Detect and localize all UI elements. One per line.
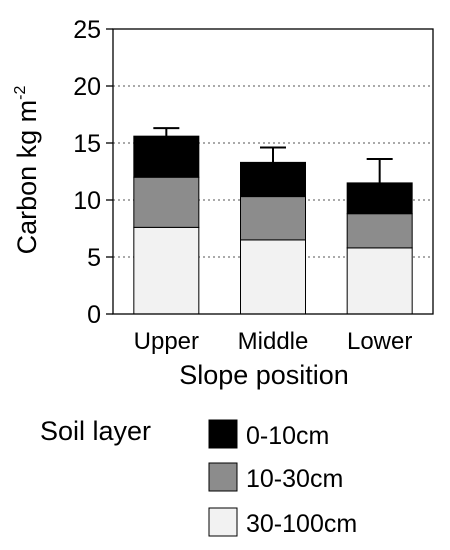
bar-lower-30-100cm xyxy=(346,247,413,315)
bar-upper-10-30cm xyxy=(133,176,200,228)
legend-swatch-10-30cm xyxy=(208,462,238,492)
error-bars xyxy=(153,127,393,183)
legend-label-30-100cm: 30-100cm xyxy=(246,510,357,538)
bar-middle-30-100cm xyxy=(240,239,306,315)
y-axis-label: Carbon kg m-2 xyxy=(12,86,42,255)
y-tick-label-5: 25 xyxy=(73,16,101,44)
legend: Soil layer 0-10cm 10-30cm 30-100cm xyxy=(40,416,357,538)
legend-swatch-30-100cm xyxy=(208,507,238,537)
legend-title: Soil layer xyxy=(40,416,151,446)
y-tick-label-1: 5 xyxy=(87,244,101,272)
y-tick-label-3: 15 xyxy=(73,130,101,158)
y-axis-label-text: Carbon kg m xyxy=(12,100,42,255)
x-axis-label: Slope position xyxy=(179,360,349,390)
legend-label-0-10cm: 0-10cm xyxy=(246,422,329,450)
bar-middle-0-10cm xyxy=(240,161,306,198)
y-tick-label-0: 0 xyxy=(87,301,101,329)
y-tick-label-4: 20 xyxy=(73,73,101,101)
bar-lower-10-30cm xyxy=(346,213,413,249)
x-axis-ticks: Upper Middle Lower xyxy=(134,328,413,355)
x-tick-label-middle: Middle xyxy=(238,328,309,355)
bar-middle-10-30cm xyxy=(240,196,306,241)
bar-lower-0-10cm xyxy=(346,182,413,215)
bar-upper-0-10cm xyxy=(133,135,200,178)
y-axis-ticks: 0 5 10 15 20 25 xyxy=(73,16,113,329)
bar-upper-30-100cm xyxy=(133,226,200,315)
plot-area-frame xyxy=(112,28,434,315)
y-axis-label-superscript: -2 xyxy=(12,86,29,100)
legend-label-10-30cm: 10-30cm xyxy=(246,465,343,493)
y-tick-label-2: 10 xyxy=(73,187,101,215)
x-tick-label-upper: Upper xyxy=(134,328,199,355)
bars xyxy=(133,135,413,315)
x-tick-label-lower: Lower xyxy=(347,328,412,355)
legend-swatch-0-10cm xyxy=(208,419,238,449)
